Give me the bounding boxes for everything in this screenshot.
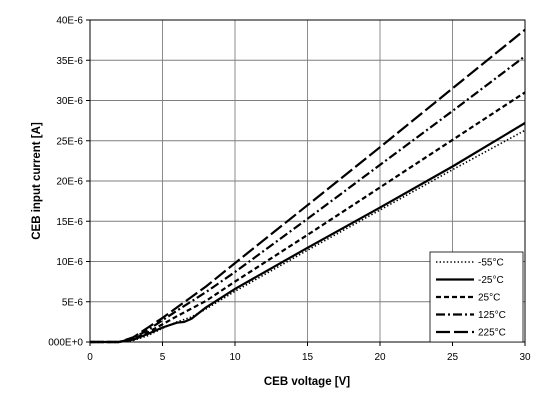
x-axis-title: CEB voltage [V] — [264, 376, 350, 388]
y-tick-label: 40E-6 — [56, 16, 83, 27]
y-tick-label: 25E-6 — [56, 136, 83, 147]
legend-label: -55°C — [478, 258, 504, 269]
legend: -55°C -25°C 25°C 125°C 225°C — [429, 251, 524, 343]
x-axis-ticks: 0 5 10 15 20 25 30 — [87, 342, 531, 363]
y-axis-ticks: 000E+0 5E-6 10E-6 15E-6 20E-6 25E-6 30E-6 35E-6… — [48, 16, 90, 349]
y-tick-label: 35E-6 — [56, 56, 83, 67]
series-line — [90, 122, 526, 344]
x-tick-label: 30 — [519, 352, 531, 363]
y-tick-label: 10E-6 — [56, 257, 83, 268]
y-tick-label: 30E-6 — [56, 96, 83, 107]
y-tick-label: 15E-6 — [56, 217, 83, 228]
legend-label: 25°C — [478, 293, 500, 304]
y-tick-label: 5E-6 — [62, 297, 84, 308]
x-tick-label: 0 — [87, 352, 93, 363]
legend-box — [429, 251, 524, 343]
legend-label: 125°C — [478, 310, 506, 321]
y-tick-label: 20E-6 — [56, 177, 83, 188]
series-layer — [90, 28, 526, 344]
x-tick-label: 25 — [447, 352, 459, 363]
x-tick-label: 10 — [229, 352, 241, 363]
series-line — [90, 28, 526, 344]
x-tick-label: 5 — [160, 352, 166, 363]
y-axis-title: CEB input current [A] — [31, 122, 43, 240]
legend-label: -25°C — [478, 275, 504, 286]
x-tick-label: 20 — [374, 352, 386, 363]
legend-label: 225°C — [478, 328, 506, 339]
x-tick-label: 15 — [302, 352, 314, 363]
y-tick-label: 000E+0 — [48, 338, 83, 349]
